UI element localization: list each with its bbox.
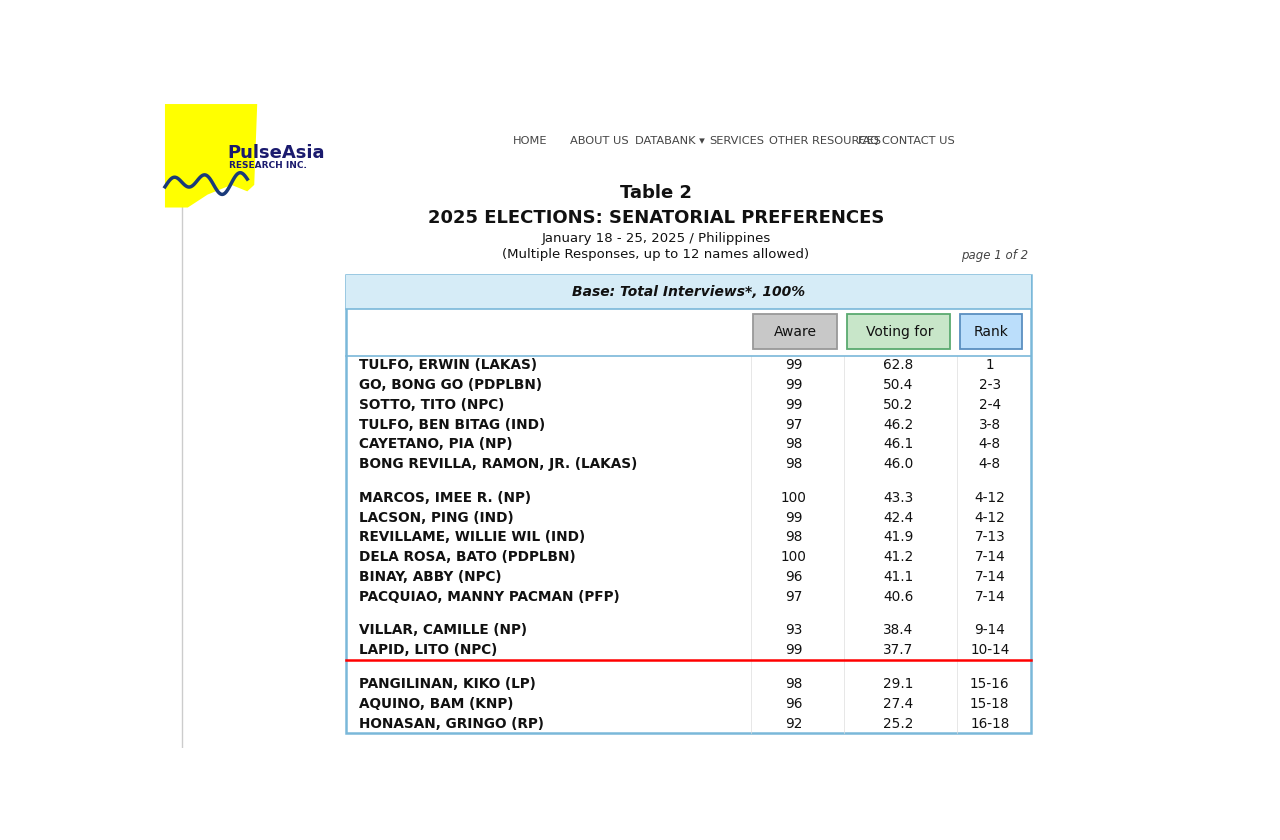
Text: CAYETANO, PIA (NP): CAYETANO, PIA (NP) xyxy=(360,438,513,451)
Text: RESEARCH INC.: RESEARCH INC. xyxy=(229,161,307,170)
Text: 7-14: 7-14 xyxy=(974,590,1005,603)
Text: 7-14: 7-14 xyxy=(974,550,1005,564)
Text: 98: 98 xyxy=(785,438,803,451)
Text: 99: 99 xyxy=(785,398,803,412)
Text: BINAY, ABBY (NPC): BINAY, ABBY (NPC) xyxy=(360,570,502,584)
FancyBboxPatch shape xyxy=(847,314,950,349)
FancyBboxPatch shape xyxy=(753,314,837,349)
Text: 2-3: 2-3 xyxy=(979,378,1001,392)
Text: Base: Total Interviews*, 100%: Base: Total Interviews*, 100% xyxy=(572,286,805,299)
Text: 16-18: 16-18 xyxy=(970,717,1010,731)
Text: 41.2: 41.2 xyxy=(883,550,914,564)
Text: CONTACT US: CONTACT US xyxy=(882,136,955,146)
Text: 99: 99 xyxy=(785,378,803,392)
Text: 27.4: 27.4 xyxy=(883,697,914,711)
Text: 38.4: 38.4 xyxy=(883,623,914,638)
Text: PANGILINAN, KIKO (LP): PANGILINAN, KIKO (LP) xyxy=(360,677,536,691)
Text: 15-18: 15-18 xyxy=(970,697,1010,711)
Text: PulseAsia: PulseAsia xyxy=(228,144,325,161)
Text: 4-8: 4-8 xyxy=(979,438,1001,451)
Text: HONASAN, GRINGO (RP): HONASAN, GRINGO (RP) xyxy=(360,717,544,731)
Text: VILLAR, CAMILLE (NP): VILLAR, CAMILLE (NP) xyxy=(360,623,527,638)
Text: 25.2: 25.2 xyxy=(883,717,914,731)
Text: 93: 93 xyxy=(785,623,803,638)
Text: 41.1: 41.1 xyxy=(883,570,914,584)
Text: 50.4: 50.4 xyxy=(883,378,914,392)
Text: 42.4: 42.4 xyxy=(883,511,914,525)
FancyBboxPatch shape xyxy=(960,314,1021,349)
Text: 1: 1 xyxy=(986,359,995,372)
Text: TULFO, ERWIN (LAKAS): TULFO, ERWIN (LAKAS) xyxy=(360,359,538,372)
Text: LAPID, LITO (NPC): LAPID, LITO (NPC) xyxy=(360,643,498,657)
Text: (Multiple Responses, up to 12 names allowed): (Multiple Responses, up to 12 names allo… xyxy=(503,248,809,260)
Text: 15-16: 15-16 xyxy=(970,677,1010,691)
Text: 4-12: 4-12 xyxy=(974,491,1005,505)
Text: 46.0: 46.0 xyxy=(883,457,914,471)
Text: DELA ROSA, BATO (PDPLBN): DELA ROSA, BATO (PDPLBN) xyxy=(360,550,576,564)
Text: 100: 100 xyxy=(781,491,806,505)
FancyBboxPatch shape xyxy=(347,276,1030,309)
Text: page 1 of 2: page 1 of 2 xyxy=(961,249,1028,262)
FancyBboxPatch shape xyxy=(347,276,1030,733)
Text: 2-4: 2-4 xyxy=(979,398,1001,412)
Text: 96: 96 xyxy=(785,570,803,584)
Text: 4-8: 4-8 xyxy=(979,457,1001,471)
Text: 41.9: 41.9 xyxy=(883,530,914,544)
Text: OTHER RESOURCES: OTHER RESOURCES xyxy=(769,136,881,146)
Text: Voting for: Voting for xyxy=(865,325,933,339)
Text: 100: 100 xyxy=(781,550,806,564)
Polygon shape xyxy=(165,104,257,207)
Text: 3-8: 3-8 xyxy=(979,417,1001,432)
Text: 9-14: 9-14 xyxy=(974,623,1005,638)
Text: 46.1: 46.1 xyxy=(883,438,914,451)
Text: 97: 97 xyxy=(785,590,803,603)
Text: AQUINO, BAM (KNP): AQUINO, BAM (KNP) xyxy=(360,697,513,711)
Text: 92: 92 xyxy=(785,717,803,731)
Text: 7-14: 7-14 xyxy=(974,570,1005,584)
Text: HOME: HOME xyxy=(513,136,548,146)
Text: SOTTO, TITO (NPC): SOTTO, TITO (NPC) xyxy=(360,398,504,412)
Text: 43.3: 43.3 xyxy=(883,491,914,505)
Text: FAQ: FAQ xyxy=(859,136,881,146)
Text: TULFO, BEN BITAG (IND): TULFO, BEN BITAG (IND) xyxy=(360,417,545,432)
Text: 99: 99 xyxy=(785,643,803,657)
Text: January 18 - 25, 2025 / Philippines: January 18 - 25, 2025 / Philippines xyxy=(541,232,771,245)
Text: 2025 ELECTIONS: SENATORIAL PREFERENCES: 2025 ELECTIONS: SENATORIAL PREFERENCES xyxy=(428,209,884,227)
Text: 29.1: 29.1 xyxy=(883,677,914,691)
Text: Table 2: Table 2 xyxy=(620,184,692,202)
Text: BONG REVILLA, RAMON, JR. (LAKAS): BONG REVILLA, RAMON, JR. (LAKAS) xyxy=(360,457,637,471)
Text: 50.2: 50.2 xyxy=(883,398,914,412)
Text: 97: 97 xyxy=(785,417,803,432)
Text: 98: 98 xyxy=(785,530,803,544)
Text: DATABANK ▾: DATABANK ▾ xyxy=(635,136,705,146)
Text: REVILLAME, WILLIE WIL (IND): REVILLAME, WILLIE WIL (IND) xyxy=(360,530,585,544)
Text: 98: 98 xyxy=(785,677,803,691)
Text: 98: 98 xyxy=(785,457,803,471)
Text: GO, BONG GO (PDPLBN): GO, BONG GO (PDPLBN) xyxy=(360,378,543,392)
Text: SERVICES: SERVICES xyxy=(709,136,764,146)
Text: 62.8: 62.8 xyxy=(883,359,914,372)
Text: PACQUIAO, MANNY PACMAN (PFP): PACQUIAO, MANNY PACMAN (PFP) xyxy=(360,590,620,603)
Text: Rank: Rank xyxy=(973,325,1009,339)
Text: MARCOS, IMEE R. (NP): MARCOS, IMEE R. (NP) xyxy=(360,491,531,505)
Text: 37.7: 37.7 xyxy=(883,643,914,657)
Text: 96: 96 xyxy=(785,697,803,711)
Text: LACSON, PING (IND): LACSON, PING (IND) xyxy=(360,511,515,525)
Text: ABOUT US: ABOUT US xyxy=(570,136,628,146)
Text: 99: 99 xyxy=(785,359,803,372)
Text: 40.6: 40.6 xyxy=(883,590,914,603)
Text: 46.2: 46.2 xyxy=(883,417,914,432)
Text: Aware: Aware xyxy=(774,325,818,339)
Text: 10-14: 10-14 xyxy=(970,643,1010,657)
Text: 99: 99 xyxy=(785,511,803,525)
Text: 4-12: 4-12 xyxy=(974,511,1005,525)
Text: 7-13: 7-13 xyxy=(974,530,1005,544)
